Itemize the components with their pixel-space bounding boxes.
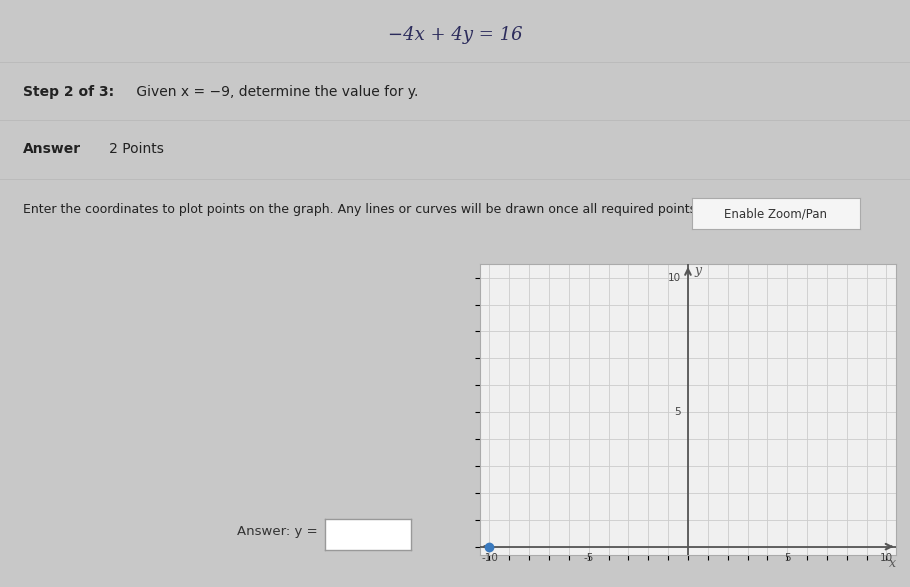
- Text: -5: -5: [583, 554, 594, 564]
- Text: 10: 10: [880, 554, 893, 564]
- Text: Enable Zoom/Pan: Enable Zoom/Pan: [724, 207, 827, 220]
- Text: 5: 5: [784, 554, 791, 564]
- Text: x: x: [889, 558, 896, 571]
- Text: 2 Points: 2 Points: [96, 142, 164, 156]
- Text: Answer: Answer: [23, 142, 81, 156]
- Text: Given x = −9, determine the value for y.: Given x = −9, determine the value for y.: [132, 85, 419, 99]
- Text: Step 2 of 3:: Step 2 of 3:: [23, 85, 114, 99]
- Text: 5: 5: [674, 407, 681, 417]
- Text: Enter the coordinates to plot points on the graph. Any lines or curves will be d: Enter the coordinates to plot points on …: [23, 203, 773, 215]
- Text: −4x + 4y = 16: −4x + 4y = 16: [388, 26, 522, 45]
- Text: Answer: y =: Answer: y =: [237, 525, 318, 538]
- Text: -10: -10: [481, 554, 498, 564]
- Text: 10: 10: [668, 272, 681, 282]
- Text: y: y: [695, 264, 702, 277]
